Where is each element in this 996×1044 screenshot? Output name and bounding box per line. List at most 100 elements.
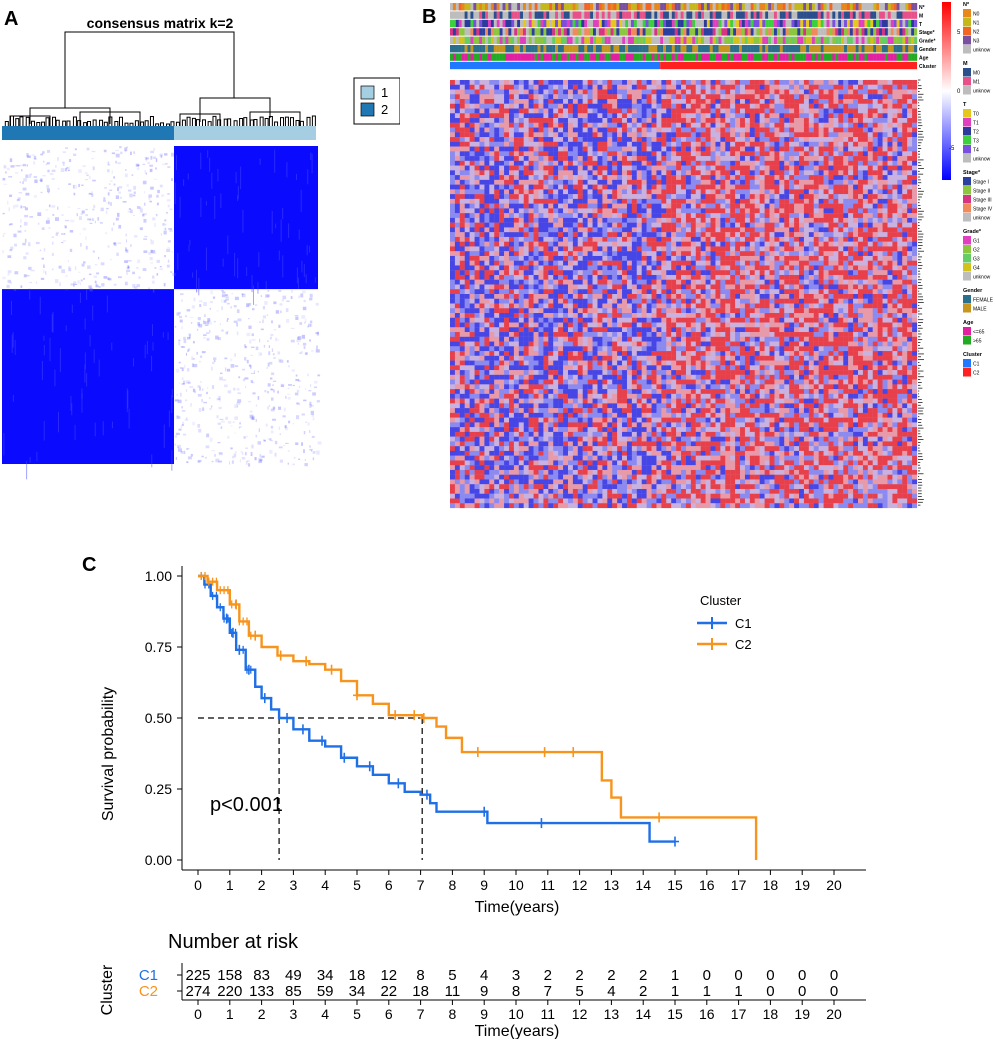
heatmap-cell (572, 151, 578, 157)
annotation-cell (706, 19, 710, 28)
matrix-speckle (257, 441, 261, 445)
matrix-speckle (100, 207, 104, 212)
matrix-speckle (209, 437, 213, 442)
matrix-speckle (66, 167, 69, 169)
heatmap-cell (779, 80, 785, 85)
heatmap-cell (646, 84, 652, 90)
heatmap-cell (523, 151, 529, 157)
heatmap-cell (897, 151, 903, 157)
heatmap-cell (626, 99, 632, 104)
annotation-cell (762, 11, 766, 19)
matrix-speckle (197, 460, 201, 464)
matrix-speckle (297, 336, 300, 340)
heatmap-cell (661, 146, 667, 152)
annotation-cell (525, 45, 530, 53)
matrix-speckle (84, 179, 89, 181)
heatmap-cell (858, 141, 864, 147)
matrix-speckle (176, 414, 179, 418)
heatmap-cell (607, 137, 613, 142)
dendro-leaf (284, 116, 289, 126)
annotation-cell (782, 28, 786, 36)
heatmap-cell (533, 156, 539, 161)
heatmap-cell (504, 137, 510, 142)
matrix-speckle (209, 408, 212, 410)
heatmap-cell (784, 127, 790, 133)
heatmap-cell (720, 141, 726, 147)
heatmap-cell (843, 113, 849, 119)
matrix-texture (265, 280, 267, 290)
heatmap-cell (862, 118, 868, 123)
heatmap-cell (784, 213, 790, 219)
matrix-speckle (87, 265, 91, 269)
dendro-leaf (239, 118, 244, 126)
heatmap-cell (646, 213, 652, 219)
heatmap-cell (710, 132, 716, 138)
annotation-cell (674, 45, 678, 53)
matrix-speckle (181, 424, 184, 427)
annotation-cell (899, 36, 903, 44)
matrix-speckle (51, 205, 56, 208)
heatmap-cell (730, 99, 736, 104)
heatmap-cell (558, 94, 564, 100)
matrix-speckle (309, 339, 311, 342)
matrix-speckle (207, 318, 211, 322)
heatmap-cell (602, 203, 608, 209)
heatmap-cell (508, 80, 515, 85)
annotation-cell (809, 28, 813, 36)
matrix-speckle (64, 288, 69, 291)
matrix-speckle (9, 158, 13, 163)
annotation-cell (736, 45, 740, 53)
matrix-speckle (236, 388, 240, 391)
heatmap-cell (715, 94, 721, 100)
heatmap-cell (892, 127, 898, 133)
heatmap-cell (533, 179, 539, 185)
heatmap-cell (464, 213, 470, 219)
annotation-cell (759, 45, 763, 53)
heatmap-cell (690, 213, 696, 219)
heatmap-cell (479, 170, 485, 176)
matrix-speckle (176, 416, 181, 419)
dendro-leaf (140, 121, 145, 126)
matrix-speckle (84, 172, 88, 174)
annotation-cell (534, 19, 538, 28)
heatmap-cell (454, 213, 460, 219)
matrix-speckle (14, 271, 19, 275)
matrix-speckle (167, 193, 170, 195)
heatmap-cell (676, 203, 682, 209)
heatmap-cell (720, 118, 726, 123)
matrix-speckle (198, 428, 202, 433)
annotation-cell (473, 11, 477, 19)
heatmap-cell (848, 156, 854, 161)
annotation-cell (458, 45, 462, 53)
annotation-cell (736, 28, 740, 36)
matrix-speckle (272, 380, 277, 382)
matrix-speckle (271, 372, 275, 376)
annotation-cell (846, 28, 851, 36)
matrix-texture (300, 189, 302, 213)
heatmap-cell (779, 127, 785, 133)
annotation-cell (514, 19, 518, 28)
matrix-speckle (174, 443, 177, 446)
heatmap-cell (838, 122, 844, 128)
annotation-cell (636, 45, 640, 53)
heatmap-cell (907, 127, 913, 133)
matrix-speckle (282, 295, 287, 300)
annotation-cell (610, 28, 614, 36)
heatmap-cell (897, 170, 903, 176)
annotation-cell (590, 45, 594, 53)
heatmap-cell (464, 170, 470, 176)
heatmap-cell (774, 118, 780, 123)
heatmap-cell (749, 80, 755, 85)
heatmap-cell (907, 151, 913, 157)
heatmap-cell (715, 141, 721, 147)
heatmap-cell (779, 141, 785, 147)
heatmap-cell (661, 189, 667, 195)
annotation-cell (881, 3, 886, 11)
annotation-cell (841, 36, 845, 44)
heatmap-cell (681, 203, 687, 209)
heatmap-cell (754, 94, 760, 100)
annotation-cell (557, 19, 562, 28)
annotation-cell (686, 45, 690, 53)
matrix-speckle (186, 336, 191, 340)
heatmap-cell (907, 80, 913, 85)
